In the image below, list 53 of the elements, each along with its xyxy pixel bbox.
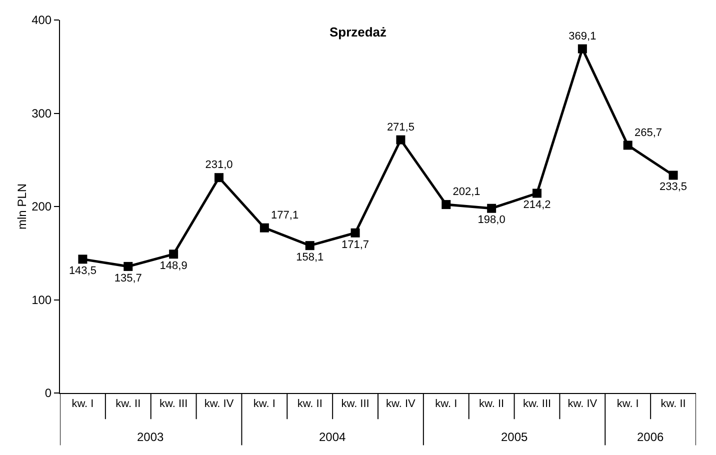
x-tick-label: kw. IV — [204, 398, 234, 410]
point — [396, 135, 406, 144]
data-label: 158,1 — [296, 251, 324, 264]
point — [305, 241, 314, 250]
x-tick-label: kw. IV — [386, 398, 416, 410]
point — [78, 254, 88, 264]
data-label: 135,7 — [114, 272, 142, 284]
x-tick-label: kw. I — [616, 398, 639, 410]
y-tick-label: 0 — [44, 386, 52, 400]
point — [578, 44, 587, 54]
data-label: 198,0 — [478, 214, 506, 226]
point — [350, 228, 360, 238]
x-tick-label: kw. II — [660, 398, 686, 410]
data-label: 148,9 — [160, 260, 188, 272]
x-tick-label: kw. II — [479, 398, 504, 410]
y-tick-label: 100 — [32, 292, 52, 307]
point — [260, 223, 269, 232]
data-label: 265,7 — [634, 126, 662, 139]
x-tick-label: kw. III — [341, 398, 370, 410]
text: 2004 — [319, 430, 346, 444]
text: 2003 — [137, 430, 164, 444]
point — [623, 140, 632, 150]
data-label: 202,1 — [452, 186, 480, 198]
data-label: 143,5 — [68, 265, 96, 278]
point — [169, 250, 178, 259]
text: 2006 — [637, 430, 664, 444]
x-tick-label: kw. I — [435, 398, 458, 410]
point — [487, 204, 496, 213]
data-label: 214,2 — [523, 199, 551, 212]
point — [532, 188, 542, 198]
point — [442, 200, 451, 210]
point — [668, 170, 678, 180]
x-tick-label: kw. I — [72, 398, 94, 410]
data-label: 177,1 — [271, 209, 299, 222]
point — [124, 262, 133, 271]
x-tick-label: kw. II — [116, 398, 141, 410]
data-label: 171,7 — [342, 238, 370, 251]
x-tick-label: kw. IV — [568, 398, 598, 410]
data-label: 271,5 — [386, 121, 414, 134]
x-tick-label: kw. III — [160, 398, 188, 410]
y-tick-label: 400 — [32, 13, 52, 28]
x-tick-label: kw. I — [253, 398, 276, 410]
x-tick-label: kw. II — [297, 398, 322, 410]
text: 2005 — [501, 430, 528, 444]
y-tick-label: 200 — [32, 200, 52, 214]
data-label: 231,0 — [205, 159, 233, 172]
x-tick-label: kw. III — [522, 398, 552, 410]
y-axis-title: mln PLN — [15, 183, 29, 230]
chart-title: Sprzedaż — [329, 24, 388, 40]
data-label: 369,1 — [568, 30, 596, 42]
y-tick-label: 300 — [32, 106, 52, 120]
data-label: 233,5 — [660, 181, 688, 194]
point — [214, 173, 224, 182]
